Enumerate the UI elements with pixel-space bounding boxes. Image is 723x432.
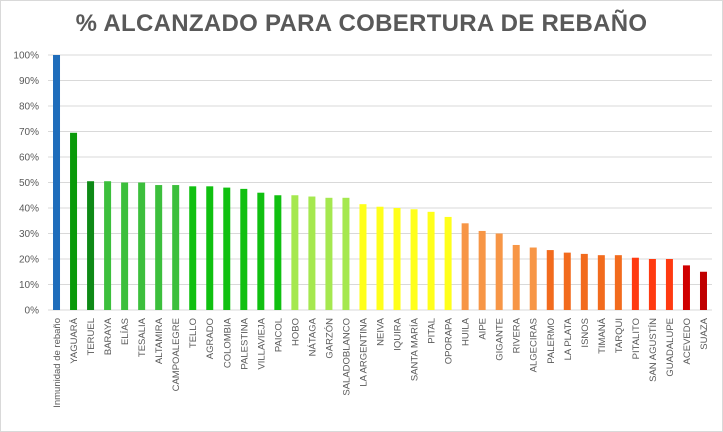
x-tick-label: OPORAPA (444, 317, 455, 364)
x-tick-label: BARAYA (103, 317, 114, 355)
bar (665, 259, 673, 310)
x-tick-label: SUAZA (699, 317, 710, 349)
bar (104, 181, 112, 310)
x-tick-label: PITAL (427, 318, 438, 344)
bar (512, 244, 520, 310)
bar (342, 197, 350, 310)
bar (427, 211, 435, 310)
bar (376, 206, 384, 310)
bar (563, 252, 571, 310)
x-tick-label: ALTAMIRA (154, 317, 165, 364)
bar (546, 250, 554, 310)
x-tick-label: SAN AGUSTÍN (648, 318, 659, 382)
x-tick-label: VILLAVIEJA (256, 317, 267, 369)
y-tick-label: 80% (19, 102, 39, 113)
bar (240, 188, 248, 310)
x-tick-label: ISNOS (580, 318, 591, 348)
bar (87, 181, 95, 310)
bar (172, 185, 180, 310)
bar (580, 253, 588, 310)
x-tick-label: PALERMO (546, 318, 557, 364)
x-tick-label: NÁTAGA (307, 317, 318, 356)
bar (461, 223, 469, 310)
x-tick-label: TELLO (188, 318, 199, 348)
x-tick-label: GIGANTE (495, 318, 506, 361)
bar (121, 182, 129, 310)
bar (410, 209, 418, 310)
bar (325, 197, 333, 310)
x-tick-label: ELÍAS (120, 318, 131, 345)
x-tick-label: TERUEL (86, 318, 97, 355)
y-tick-label: 70% (19, 127, 39, 138)
x-tick-label: AIPE (478, 318, 489, 340)
bar (631, 257, 639, 310)
x-tick-label: GUADALUPE (665, 318, 676, 377)
x-tick-label: COLOMBIA (222, 317, 233, 368)
bar (359, 204, 367, 310)
x-tick-label: AGRADO (205, 318, 216, 359)
y-tick-label: 20% (19, 255, 39, 266)
bar (70, 132, 78, 310)
x-tick-label: ALGECIRAS (529, 318, 540, 372)
y-tick-label: 40% (19, 204, 39, 215)
x-tick-label: YAGUARÁ (69, 317, 80, 363)
x-tick-label: ACEVEDO (682, 318, 693, 364)
x-tick-label: GARZÓN (324, 318, 335, 359)
y-tick-label: 0% (25, 306, 40, 317)
bar (614, 255, 622, 310)
bar (393, 208, 401, 310)
x-tick-label: Inmunidad de rebaño (52, 318, 63, 408)
bar (138, 182, 146, 310)
x-tick-label: LA ARGENTINA (358, 317, 369, 386)
bar (189, 186, 197, 310)
x-tick-label: TARQUI (614, 318, 625, 353)
bar (529, 247, 537, 310)
bar (257, 192, 265, 310)
x-tick-label: PITALITO (631, 318, 642, 359)
bar (699, 271, 707, 310)
x-tick-label: RIVERA (512, 317, 523, 353)
y-tick-label: 100% (13, 51, 39, 62)
bar (274, 195, 282, 310)
bar (444, 216, 452, 310)
x-tick-label: NEIVA (376, 317, 387, 345)
x-tick-label: IQUIRA (393, 317, 404, 350)
x-tick-label: SANTA MARÍA (410, 317, 421, 381)
x-tick-label: TIMANÁ (597, 317, 608, 354)
x-tick-label: HOBO (290, 318, 301, 346)
y-tick-label: 30% (19, 229, 39, 240)
x-tick-label: PALESTINA (239, 317, 250, 369)
x-tick-label: PAICOL (273, 318, 284, 352)
bar (291, 195, 299, 310)
y-tick-label: 90% (19, 76, 39, 87)
y-tick-label: 10% (19, 280, 39, 291)
bar (597, 255, 605, 310)
x-tick-label: SALADOBLANCO (341, 318, 352, 396)
bar (223, 187, 231, 310)
bar (206, 186, 214, 310)
bar (648, 259, 656, 310)
bar (53, 55, 61, 310)
chart-title: % ALCANZADO PARA COBERTURA DE REBAÑO (75, 10, 648, 37)
bar (155, 185, 163, 310)
bar (495, 233, 503, 310)
bar (478, 230, 486, 310)
x-tick-label: HUILA (461, 317, 472, 346)
bar (308, 196, 316, 310)
y-tick-label: 50% (19, 178, 39, 189)
x-tick-label: CAMPOALEGRE (171, 318, 182, 391)
bar (682, 265, 690, 310)
x-tick-label: LA PLATA (563, 317, 574, 360)
x-tick-label: TESALIA (137, 317, 148, 357)
y-tick-label: 60% (19, 153, 39, 164)
